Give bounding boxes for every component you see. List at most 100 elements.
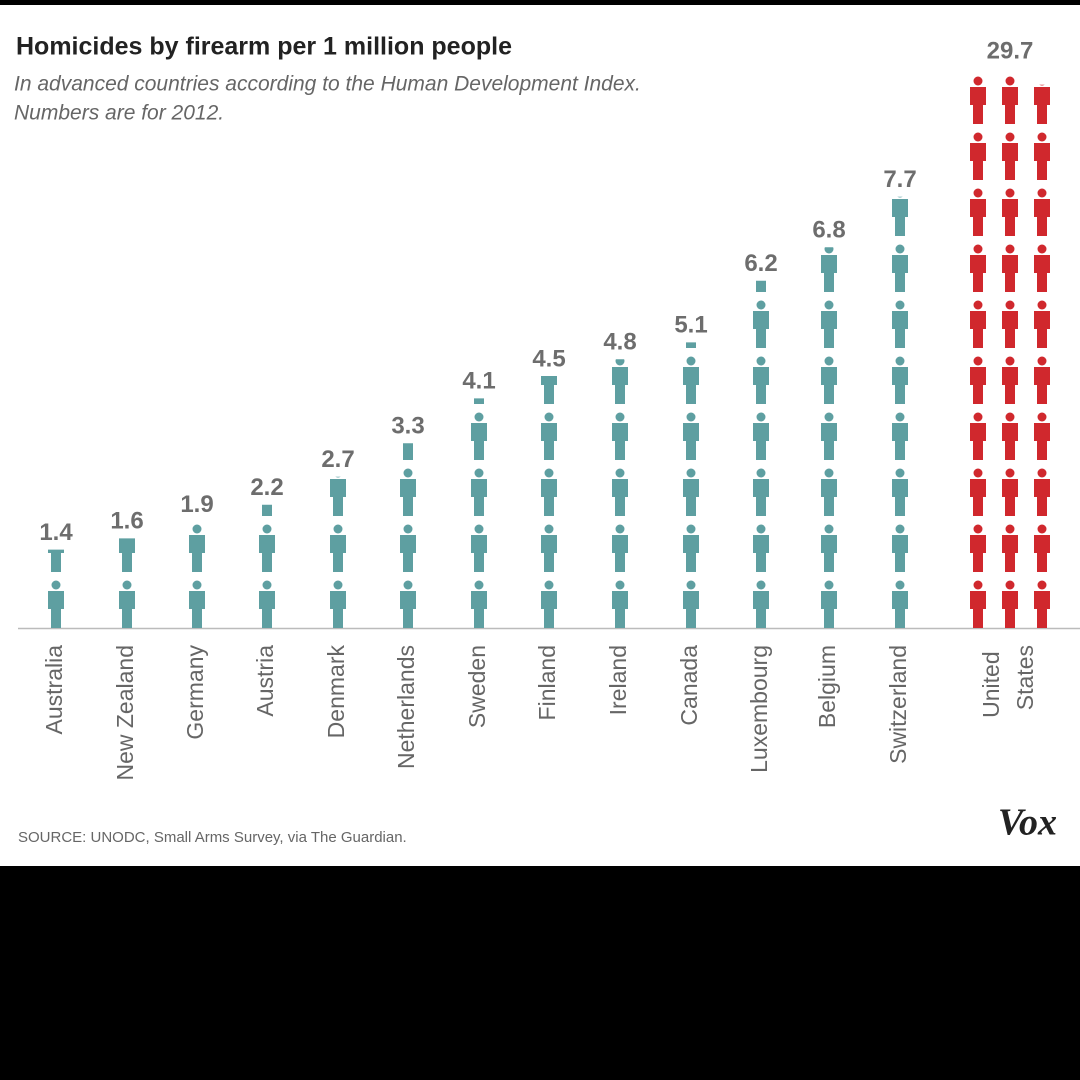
icon-head	[1005, 412, 1015, 422]
person-icon	[970, 244, 986, 292]
subtitle: Numbers are for 2012.	[14, 102, 224, 125]
icon-body	[1034, 199, 1050, 236]
icon-body	[1002, 255, 1018, 292]
icon-body	[1034, 255, 1050, 292]
icon-body	[403, 443, 413, 460]
icon-stack	[48, 549, 64, 628]
icon-stack	[892, 196, 908, 628]
person-icon	[821, 356, 837, 404]
person-icon	[541, 580, 557, 628]
value-label: 4.1	[462, 368, 495, 395]
person-icon	[1002, 300, 1018, 348]
icon-head	[973, 244, 983, 254]
person-icon	[892, 468, 908, 516]
person-icon	[1002, 468, 1018, 516]
icon-stack	[189, 524, 205, 628]
icon-body	[541, 535, 557, 572]
person-icon	[1002, 412, 1018, 460]
x-tick-label: Sweden	[464, 645, 490, 728]
icon-body	[821, 255, 837, 292]
icon-body	[1034, 591, 1050, 628]
person-icon	[119, 538, 135, 572]
icon-head	[1037, 244, 1047, 254]
x-tick-label: Germany	[182, 645, 208, 740]
icon-body	[892, 367, 908, 404]
person-icon	[541, 468, 557, 516]
icon-head	[824, 300, 834, 310]
person-icon	[471, 412, 487, 460]
person-icon	[970, 524, 986, 572]
icon-body	[686, 342, 696, 348]
icon-head	[756, 412, 766, 422]
icon-body	[541, 376, 557, 404]
icon-body	[821, 311, 837, 348]
person-icon	[119, 580, 135, 628]
person-icon	[612, 412, 628, 460]
person-icon	[48, 580, 64, 628]
icon-head	[615, 580, 625, 590]
icon-head	[615, 359, 625, 366]
person-icon	[683, 580, 699, 628]
icon-head	[756, 300, 766, 310]
icon-head	[403, 468, 413, 478]
x-tick-label: Finland	[534, 645, 560, 720]
icon-head	[756, 468, 766, 478]
person-icon	[48, 549, 64, 572]
icon-body	[756, 280, 766, 292]
icon-head	[1037, 468, 1047, 478]
icon-body	[892, 423, 908, 460]
x-tick-label: Ireland	[605, 645, 631, 715]
icon-head	[824, 412, 834, 422]
person-icon	[753, 580, 769, 628]
icon-head	[1005, 76, 1015, 86]
person-icon	[474, 398, 484, 404]
icon-body	[1034, 423, 1050, 460]
icon-head	[895, 412, 905, 422]
person-icon	[1034, 468, 1050, 516]
icon-body	[48, 549, 64, 572]
person-icon	[1002, 188, 1018, 236]
icon-body	[683, 423, 699, 460]
value-label: 1.4	[39, 519, 73, 546]
person-icon	[1002, 132, 1018, 180]
value-label: 4.5	[532, 345, 565, 372]
icon-body	[330, 535, 346, 572]
icon-stack	[471, 398, 487, 628]
person-icon	[612, 524, 628, 572]
x-tick-label: United States	[978, 645, 1038, 718]
icon-body	[683, 591, 699, 628]
icon-body	[753, 367, 769, 404]
icon-head	[973, 132, 983, 142]
icon-head	[1005, 132, 1015, 142]
icon-stack	[119, 538, 135, 628]
person-icon	[683, 412, 699, 460]
icon-head	[544, 580, 554, 590]
icon-stack	[259, 504, 275, 628]
icon-body	[970, 87, 986, 124]
icon-head	[895, 356, 905, 366]
person-icon	[970, 412, 986, 460]
value-label: 29.7	[987, 37, 1034, 64]
person-icon	[1034, 84, 1050, 124]
icon-body	[541, 423, 557, 460]
icon-body	[892, 311, 908, 348]
icon-head	[895, 244, 905, 254]
icon-body	[474, 398, 484, 404]
value-label: 2.2	[250, 474, 283, 501]
person-icon	[686, 342, 696, 348]
icon-body	[753, 535, 769, 572]
icon-head	[686, 356, 696, 366]
person-icon	[1002, 580, 1018, 628]
person-icon	[541, 524, 557, 572]
icon-body	[400, 535, 416, 572]
icon-body	[1034, 87, 1050, 124]
person-icon	[970, 188, 986, 236]
icon-head	[544, 524, 554, 534]
icon-head	[474, 412, 484, 422]
icon-head	[1037, 132, 1047, 142]
icon-body	[1002, 199, 1018, 236]
icon-head	[262, 524, 272, 534]
person-icon	[471, 468, 487, 516]
icon-body	[1034, 535, 1050, 572]
